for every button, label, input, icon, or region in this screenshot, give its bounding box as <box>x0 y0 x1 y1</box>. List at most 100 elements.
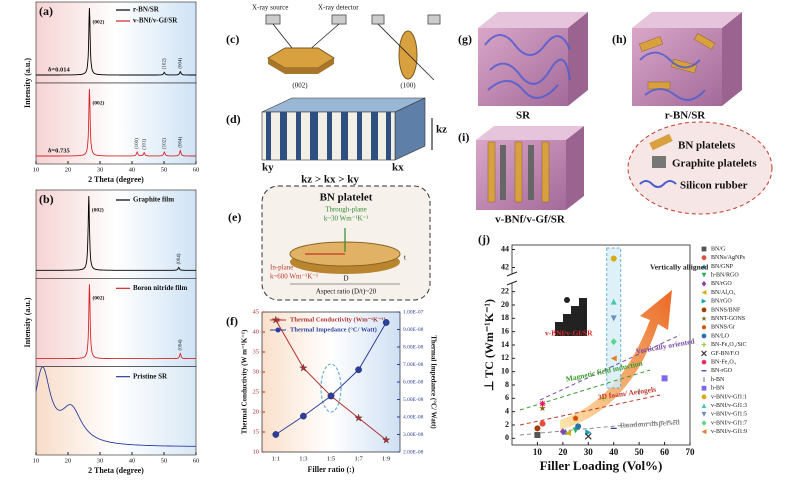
legend-label: v-BNf/v-Gf1:9 <box>711 428 747 435</box>
title: BN platelet <box>320 192 373 204</box>
y2-tick-label: 3.00E-08 <box>403 432 424 438</box>
legend-marker <box>701 403 707 408</box>
xrd-curve <box>36 7 196 76</box>
legend-marker <box>701 359 707 365</box>
peak-label: (004) <box>178 57 183 68</box>
annotation: δ=0.014 <box>48 66 70 73</box>
y-tick-label: 20 <box>501 300 509 309</box>
highlight <box>320 363 342 413</box>
legend-marker <box>701 429 707 435</box>
x-tick-label: 40 <box>129 166 136 173</box>
x-tick-label: 50 <box>635 447 645 457</box>
axis-label: ky <box>262 162 274 174</box>
beam <box>377 23 435 81</box>
relation: kz > kx > ky <box>301 174 359 186</box>
y-tick-label: 35 <box>253 348 260 355</box>
y2-axis-label: Thermal Impedance (°C/ Watt) <box>429 335 437 429</box>
xrd-curve <box>35 366 196 447</box>
legend-marker <box>701 342 707 348</box>
in-plane: In-plane <box>270 264 293 272</box>
annotation: v-BNf/v-Gf/SR <box>545 329 593 338</box>
x-tick-label: 1:1 <box>272 455 280 462</box>
peak-label: (102) <box>162 58 167 69</box>
stair-icon <box>555 298 587 336</box>
legend-label: BN/GNP <box>711 264 734 270</box>
legend-label: BN/LO <box>711 333 730 339</box>
data-point <box>355 366 362 374</box>
trend-line <box>519 419 681 436</box>
y-tick-label: 8 <box>505 380 509 389</box>
x-tick-label: 60 <box>193 457 200 464</box>
x-tick-label: 10 <box>533 447 543 457</box>
legend-icon <box>649 133 673 151</box>
source-icon <box>265 14 281 25</box>
legend-label: Thermal Impedance (°C/ Watt) <box>290 326 377 333</box>
x-tick-label: 30 <box>97 457 104 464</box>
y-tick-label: 45 <box>253 308 260 315</box>
legend-marker <box>701 255 707 261</box>
axis-label: kx <box>392 162 404 174</box>
panel-c: (c) X-ray source X-ray detector (002) (1… <box>226 4 441 90</box>
plate-edge <box>268 58 334 74</box>
x-tick-label: 40 <box>129 457 136 464</box>
legend-label: BNNS/BNF <box>711 307 741 313</box>
legend-marker <box>701 307 707 313</box>
legend-label: Thermal Conductivity (Wm⁻¹K⁻¹) <box>290 316 386 323</box>
data-point <box>300 412 307 420</box>
panel-label: (a) <box>39 4 53 18</box>
x-axis-label: Filler ratio (:) <box>308 465 355 474</box>
legend-marker <box>701 420 707 426</box>
data-point <box>382 435 391 444</box>
stair-icon <box>564 297 570 303</box>
legend-item: BN platelets <box>678 140 736 152</box>
legend-marker <box>275 317 281 323</box>
y-tick-label: 10 <box>501 366 509 375</box>
data-point <box>559 428 566 436</box>
legend-label: BN-rGO <box>711 368 733 374</box>
y-tick-label: 12 <box>501 353 509 362</box>
source-icon <box>371 14 385 25</box>
peak-label: (004) <box>178 136 183 147</box>
y-tick-label: 18 <box>501 313 509 322</box>
in-plane: k~600 Wm⁻¹K⁻¹ <box>270 273 318 281</box>
y-axis-label: Intensity (a.u.) <box>23 297 32 347</box>
data-point <box>575 423 582 430</box>
x-tick-label: 1:7 <box>354 455 363 462</box>
legend-marker <box>701 246 707 252</box>
x-tick-label: 60 <box>193 166 200 173</box>
y-tick-label: 15 <box>253 428 260 435</box>
peak-label: (004) <box>177 253 182 264</box>
peak-label: (101) <box>142 138 147 149</box>
y2-tick-label: 4.00E-08 <box>403 414 424 420</box>
x-tick-label: 10 <box>33 457 40 464</box>
legend-label: BN-Fe₃O₄ <box>711 359 736 365</box>
legend-label: BN/rGO <box>711 281 732 287</box>
trend-arrow <box>560 290 672 430</box>
y-axis-label: ⊥ TC (Wm⁻¹K⁻¹) <box>482 299 496 391</box>
legend-label: Pristine SR <box>133 372 168 380</box>
data-point <box>534 432 541 438</box>
data-point <box>585 429 592 436</box>
legend-item: Graphite platelets <box>672 158 757 170</box>
panel-ghi: (g) SR (h) r-BN/SR (i) v-BNf/v-Gf/SR BN … <box>458 12 773 226</box>
x-axis-label: 2 Theta (degree) <box>88 175 144 184</box>
data-point <box>572 415 579 421</box>
data-point <box>610 255 617 262</box>
data-point <box>539 404 546 412</box>
annotation: Vertically alligned <box>650 263 709 272</box>
data-point <box>610 315 617 322</box>
aspect: Aspect ratio (D/t)~20 <box>316 288 377 296</box>
y-axis-label: Thermal Conductivity (W m⁻¹K⁻¹) <box>241 329 249 434</box>
legend-label: BNNS/Gr <box>711 325 735 331</box>
y-tick-label: 40 <box>253 328 260 335</box>
x-tick-label: 70 <box>686 447 696 457</box>
y-tick-label: 6 <box>505 393 509 402</box>
x-tick-label: 20 <box>558 447 568 457</box>
xrd-curve <box>36 195 196 271</box>
legend-marker <box>701 350 707 357</box>
data-point <box>299 363 308 372</box>
legend-label: BNNT-GONS <box>711 316 745 322</box>
panel-label: (j) <box>478 232 490 246</box>
panel-label: (b) <box>39 192 54 206</box>
